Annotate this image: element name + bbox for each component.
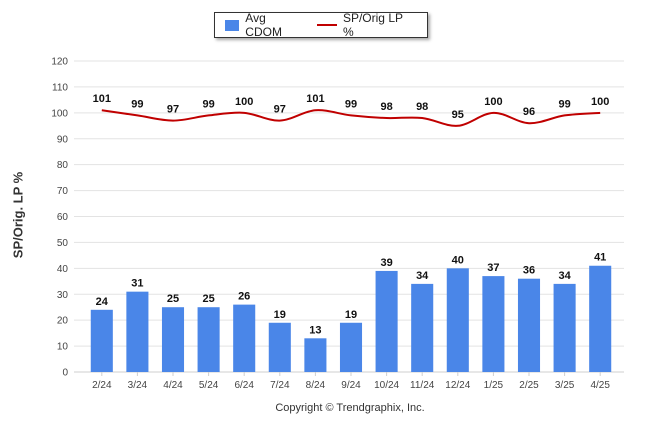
bar-value-label: 41 xyxy=(594,252,606,264)
legend: Avg CDOM SP/Orig LP % xyxy=(214,11,428,39)
x-tick-label: 4/24 xyxy=(163,380,183,391)
legend-label-sp-orig: SP/Orig LP % xyxy=(342,11,403,39)
bar-value-label: 37 xyxy=(487,262,499,274)
y-tick-label: 50 xyxy=(57,238,69,249)
bar-value-label: 26 xyxy=(238,291,250,303)
legend-label-cdom: Avg CDOM xyxy=(245,11,282,39)
y-tick-label: 90 xyxy=(57,134,69,145)
line-value-label: 98 xyxy=(380,101,392,113)
bar xyxy=(161,307,185,372)
line-value-label: 99 xyxy=(131,98,143,110)
legend-item-cdom[interactable]: Avg CDOM xyxy=(225,11,299,39)
line-value-label: 98 xyxy=(416,101,428,113)
line-value-label: 100 xyxy=(484,96,502,108)
y-tick-label: 40 xyxy=(57,264,69,275)
line-value-label: 101 xyxy=(93,93,111,105)
bar xyxy=(482,276,505,372)
x-tick-label: 4/25 xyxy=(590,380,610,391)
bar-value-label: 40 xyxy=(452,254,464,266)
y-tick-label: 60 xyxy=(57,212,69,223)
y-tick-label: 100 xyxy=(51,108,68,119)
line-value-label: 97 xyxy=(274,104,286,116)
x-tick-label: 7/24 xyxy=(270,380,290,391)
x-tick-label: 2/24 xyxy=(92,380,112,391)
line-value-label: 96 xyxy=(523,106,535,118)
bar-value-label: 25 xyxy=(167,293,179,305)
bar xyxy=(446,268,469,372)
bar xyxy=(233,304,256,372)
y-tick-label: 20 xyxy=(57,316,69,327)
line-value-label: 100 xyxy=(591,96,609,108)
bar-value-label: 19 xyxy=(345,309,357,321)
legend-item-sp-orig[interactable]: SP/Orig LP % xyxy=(317,11,409,39)
x-tick-label: 9/24 xyxy=(341,380,361,391)
bar-value-label: 39 xyxy=(380,257,392,269)
bar-value-label: 31 xyxy=(131,278,143,290)
legend-swatch-bar xyxy=(225,19,240,31)
legend-swatch-line xyxy=(317,24,337,26)
x-tick-label: 11/24 xyxy=(410,380,435,391)
y-tick-label: 10 xyxy=(57,342,69,353)
bar xyxy=(90,309,113,372)
bar xyxy=(375,270,398,372)
x-tick-label: 8/24 xyxy=(306,380,326,391)
y-tick-label: 30 xyxy=(57,290,69,301)
y-tick-label: 110 xyxy=(52,82,68,93)
bar-value-label: 36 xyxy=(523,265,535,277)
bar xyxy=(126,291,149,372)
bar xyxy=(197,307,220,372)
bar-value-label: 19 xyxy=(274,309,286,321)
bar-value-label: 34 xyxy=(558,270,571,282)
y-tick-label: 0 xyxy=(62,368,68,379)
copyright-text: Copyright © Trendgraphix, Inc. xyxy=(275,402,425,414)
x-tick-label: 12/24 xyxy=(445,380,470,391)
y-tick-label: 70 xyxy=(57,186,69,197)
bar xyxy=(589,265,612,372)
x-tick-label: 3/24 xyxy=(128,380,148,391)
bar xyxy=(304,338,327,372)
line-value-label: 101 xyxy=(306,93,324,105)
bar xyxy=(517,278,541,372)
line-value-label: 97 xyxy=(167,104,179,116)
x-tick-label: 3/25 xyxy=(555,380,575,391)
x-tick-label: 6/24 xyxy=(234,380,254,391)
bar xyxy=(268,322,291,372)
line-value-label: 100 xyxy=(235,96,253,108)
line-series-sp-orig xyxy=(101,109,601,127)
bar-value-label: 34 xyxy=(416,270,429,282)
line-value-label: 99 xyxy=(202,98,214,110)
y-tick-label: 80 xyxy=(57,160,69,171)
x-tick-label: 10/24 xyxy=(374,380,399,391)
bar xyxy=(339,322,363,372)
x-tick-label: 1/25 xyxy=(484,380,504,391)
line-value-label: 95 xyxy=(452,109,464,121)
bar xyxy=(553,283,576,372)
y-tick-label: 120 xyxy=(51,57,68,68)
bar-value-label: 25 xyxy=(202,293,214,305)
bar-value-label: 24 xyxy=(96,296,109,308)
bar-value-label: 13 xyxy=(309,324,321,336)
line-value-label: 99 xyxy=(558,98,570,110)
x-tick-label: 5/24 xyxy=(199,380,219,391)
bar xyxy=(411,283,434,372)
x-tick-label: 2/25 xyxy=(519,380,539,391)
line-value-label: 99 xyxy=(345,98,357,110)
